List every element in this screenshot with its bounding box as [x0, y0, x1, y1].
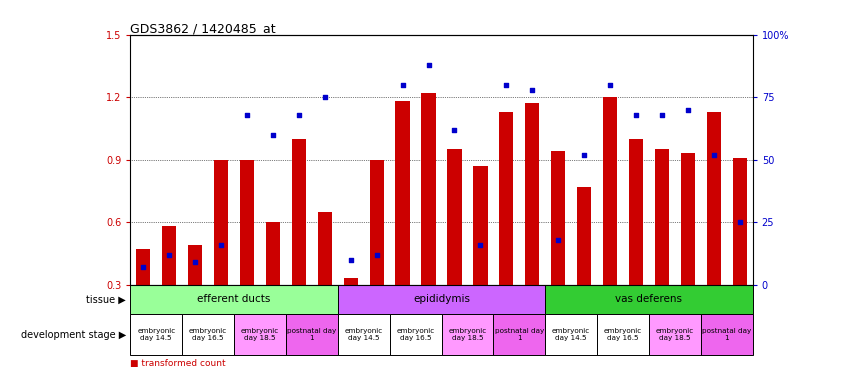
Bar	[344, 278, 358, 285]
Point	[318, 94, 331, 100]
Text: ■ transformed count: ■ transformed count	[130, 359, 226, 368]
Point	[267, 132, 280, 138]
Text: embryonic
day 14.5: embryonic day 14.5	[552, 328, 590, 341]
Text: embryonic
day 18.5: embryonic day 18.5	[448, 328, 487, 341]
Text: vas deferens: vas deferens	[616, 295, 683, 305]
Text: postnatal day
1: postnatal day 1	[702, 328, 751, 341]
Bar	[494, 314, 545, 355]
Text: efferent ducts: efferent ducts	[198, 295, 271, 305]
Text: embryonic
day 14.5: embryonic day 14.5	[345, 328, 383, 341]
Bar	[286, 314, 338, 355]
Bar	[421, 93, 436, 285]
Point	[578, 152, 591, 158]
Text: embryonic
day 16.5: embryonic day 16.5	[189, 328, 227, 341]
Bar	[188, 245, 203, 285]
Point	[733, 219, 747, 225]
Bar	[395, 101, 410, 285]
Text: embryonic
day 18.5: embryonic day 18.5	[241, 328, 279, 341]
Bar	[551, 151, 565, 285]
Point	[396, 81, 410, 88]
Bar	[649, 314, 701, 355]
Bar	[706, 112, 721, 285]
Bar	[214, 160, 228, 285]
Point	[526, 86, 539, 93]
Bar	[369, 160, 383, 285]
Bar	[597, 314, 649, 355]
Bar	[234, 314, 286, 355]
Bar	[545, 285, 753, 314]
Point	[292, 111, 305, 118]
Bar	[603, 97, 617, 285]
Bar	[447, 149, 462, 285]
Point	[136, 264, 150, 270]
Bar	[389, 314, 442, 355]
Point	[552, 237, 565, 243]
Bar	[338, 314, 389, 355]
Point	[344, 257, 357, 263]
Bar	[130, 285, 338, 314]
Text: epididymis: epididymis	[413, 295, 470, 305]
Bar	[525, 103, 539, 285]
Bar	[701, 314, 753, 355]
Point	[241, 111, 254, 118]
Bar	[182, 314, 234, 355]
Bar	[442, 314, 494, 355]
Point	[603, 81, 616, 88]
Bar	[136, 249, 151, 285]
Point	[188, 259, 202, 265]
Point	[162, 252, 176, 258]
Bar	[473, 166, 488, 285]
Point	[707, 152, 721, 158]
Bar	[655, 149, 669, 285]
Point	[422, 61, 436, 68]
Point	[655, 111, 669, 118]
Bar	[545, 314, 597, 355]
Bar	[500, 112, 514, 285]
Point	[447, 127, 461, 133]
Text: GDS3862 / 1420485_at: GDS3862 / 1420485_at	[130, 22, 276, 35]
Text: embryonic
day 18.5: embryonic day 18.5	[656, 328, 694, 341]
Point	[214, 242, 228, 248]
Bar	[318, 212, 332, 285]
Bar	[577, 187, 591, 285]
Text: tissue ▶: tissue ▶	[87, 295, 126, 305]
Bar	[733, 157, 747, 285]
Text: postnatal day
1: postnatal day 1	[288, 328, 336, 341]
Bar	[266, 222, 280, 285]
Text: postnatal day
1: postnatal day 1	[495, 328, 544, 341]
Bar	[629, 139, 643, 285]
Point	[500, 81, 513, 88]
Text: embryonic
day 14.5: embryonic day 14.5	[137, 328, 176, 341]
Point	[629, 111, 643, 118]
Bar	[680, 153, 695, 285]
Bar	[240, 160, 254, 285]
Text: embryonic
day 16.5: embryonic day 16.5	[604, 328, 643, 341]
Text: development stage ▶: development stage ▶	[21, 330, 126, 340]
Text: embryonic
day 16.5: embryonic day 16.5	[396, 328, 435, 341]
Point	[681, 106, 695, 113]
Bar	[292, 139, 306, 285]
Bar	[130, 314, 182, 355]
Bar	[162, 226, 177, 285]
Point	[370, 252, 383, 258]
Bar	[338, 285, 545, 314]
Point	[473, 242, 487, 248]
